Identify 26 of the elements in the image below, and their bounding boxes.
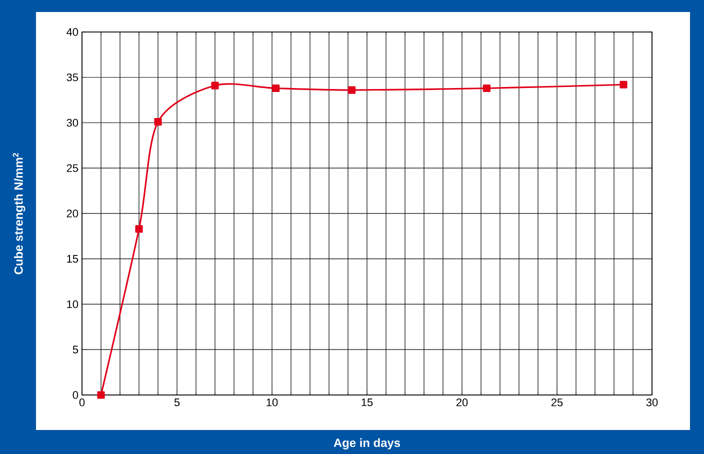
point <box>97 391 105 399</box>
point <box>348 86 356 94</box>
x-axis-title: Age in days <box>334 438 400 450</box>
point <box>211 82 219 90</box>
x-tick-label: 15 <box>362 398 373 406</box>
y-tick-label: 15 <box>67 255 78 263</box>
y-tick-label: 5 <box>72 346 78 354</box>
x-tick-label: 25 <box>551 398 563 406</box>
point <box>154 118 162 126</box>
point <box>620 80 628 88</box>
y-tick-label: 40 <box>66 28 78 36</box>
x-tick-label: 0 <box>79 398 85 406</box>
y-tick-label: 25 <box>66 164 78 172</box>
y-tick-label: 30 <box>66 118 78 127</box>
x-tick-label: 30 <box>646 398 658 406</box>
y-tick-label: 20 <box>66 210 78 218</box>
point <box>482 84 490 92</box>
y-tick-label: 35 <box>66 73 78 82</box>
y-tick-label: 10 <box>67 300 78 308</box>
point <box>272 84 280 92</box>
point <box>135 225 143 233</box>
y-axis-title: Cube strength N/mm$^{2}$ <box>12 153 26 274</box>
x-tick-label: 5 <box>174 398 180 406</box>
y-tick-label: 0 <box>72 391 78 399</box>
x-tick-label: 20 <box>456 398 468 406</box>
x-tick-label: 10 <box>266 398 278 406</box>
